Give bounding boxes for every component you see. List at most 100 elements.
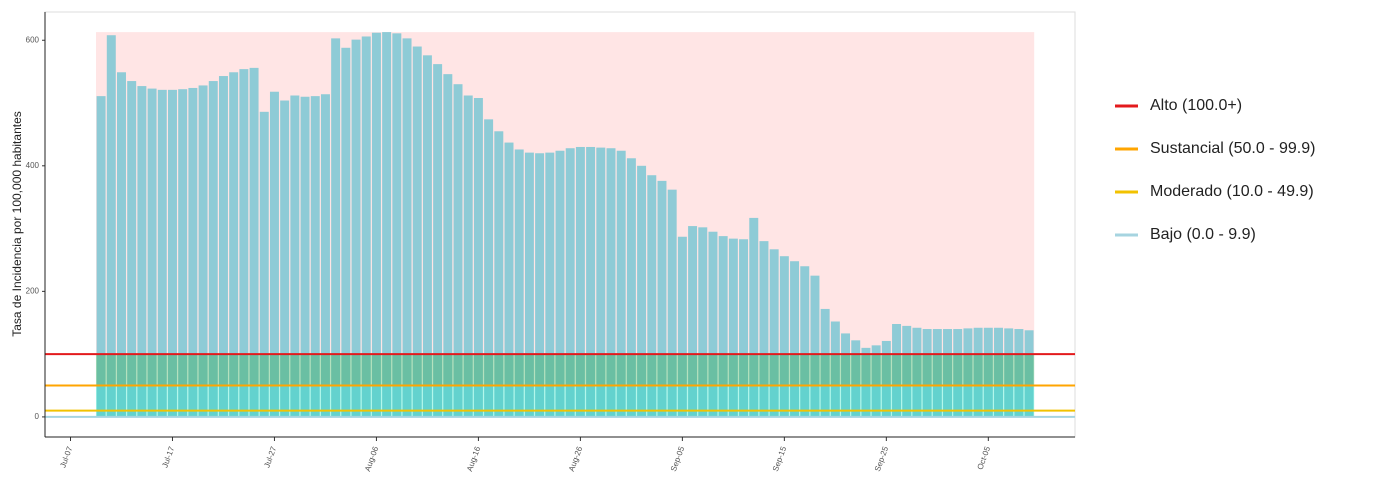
bar xyxy=(300,96,310,417)
bar xyxy=(790,261,800,417)
bar xyxy=(157,89,167,417)
bar xyxy=(657,180,667,417)
bar xyxy=(259,111,269,417)
bar xyxy=(239,69,249,417)
x-tick-label: Sep-05 xyxy=(669,445,686,473)
bar xyxy=(147,88,157,417)
bar xyxy=(310,96,320,417)
bar xyxy=(402,38,412,417)
bar xyxy=(861,347,871,417)
bar xyxy=(504,142,514,417)
bar xyxy=(728,238,738,417)
bar xyxy=(932,329,942,417)
bar xyxy=(718,236,728,417)
bar xyxy=(892,324,902,417)
bar xyxy=(178,89,188,417)
bar xyxy=(514,149,524,417)
y-tick-label: 400 xyxy=(26,161,40,170)
bar xyxy=(565,148,575,417)
bar xyxy=(810,275,820,417)
bar xyxy=(361,36,371,417)
x-tick-label: Jul-17 xyxy=(160,445,176,469)
bar xyxy=(575,146,585,417)
bar xyxy=(708,231,718,417)
bar xyxy=(331,38,341,417)
legend-label: Sustancial (50.0 - 99.9) xyxy=(1150,140,1315,157)
x-tick-label: Aug-06 xyxy=(363,445,380,473)
bar xyxy=(106,35,116,417)
bar xyxy=(851,340,861,417)
bar xyxy=(841,333,851,417)
bar xyxy=(983,327,993,417)
bar xyxy=(769,249,779,417)
bar xyxy=(606,148,616,417)
bar xyxy=(422,55,432,417)
bar xyxy=(994,327,1004,417)
x-tick-label: Jul-27 xyxy=(262,445,278,469)
bar xyxy=(188,87,198,417)
legend-label: Alto (100.0+) xyxy=(1150,97,1242,114)
bar xyxy=(647,175,657,417)
bar xyxy=(830,321,840,417)
y-tick-label: 200 xyxy=(26,286,40,295)
bar xyxy=(739,239,749,417)
bar xyxy=(382,32,392,417)
x-tick-label: Oct-05 xyxy=(976,445,993,471)
bar xyxy=(616,150,626,417)
bar xyxy=(524,152,534,417)
bar xyxy=(473,98,483,417)
bar xyxy=(698,227,708,417)
bar xyxy=(586,146,596,417)
bar xyxy=(494,131,504,417)
bar xyxy=(290,95,300,417)
bar xyxy=(371,32,381,417)
bar xyxy=(341,47,351,417)
bar xyxy=(902,325,912,417)
bar xyxy=(96,96,106,417)
bar xyxy=(800,266,810,417)
x-tick-label: Sep-15 xyxy=(771,445,788,473)
bar xyxy=(688,226,698,417)
bar xyxy=(320,94,330,417)
bar xyxy=(208,81,218,417)
bar xyxy=(820,308,830,417)
x-tick-label: Sep-25 xyxy=(873,445,890,473)
bar xyxy=(1014,329,1024,417)
y-axis-title: Tasa de Incidencia por 100,000 habitante… xyxy=(10,111,24,337)
bar xyxy=(433,64,443,417)
bar xyxy=(1024,330,1034,417)
bar xyxy=(198,85,208,417)
bar xyxy=(484,119,494,417)
bar xyxy=(127,81,137,417)
bar xyxy=(280,100,290,417)
bar xyxy=(626,158,636,417)
bar xyxy=(973,327,983,417)
bar xyxy=(779,256,789,417)
bar xyxy=(943,329,953,417)
bar xyxy=(555,150,565,417)
bar xyxy=(351,39,361,417)
bar xyxy=(167,89,177,417)
bar xyxy=(759,241,769,417)
bar xyxy=(545,152,555,417)
bar xyxy=(116,72,126,417)
y-tick-label: 600 xyxy=(26,35,40,44)
bar xyxy=(667,189,677,417)
bar xyxy=(535,153,545,417)
bar xyxy=(269,91,279,417)
risk-band xyxy=(95,385,1035,417)
bar xyxy=(953,329,963,417)
bar xyxy=(443,74,453,417)
bar xyxy=(596,147,606,417)
bar xyxy=(749,217,759,417)
x-tick-label: Aug-26 xyxy=(567,445,584,473)
bar xyxy=(963,328,973,417)
bar xyxy=(922,329,932,417)
bar xyxy=(1004,328,1014,417)
x-tick-label: Jul-07 xyxy=(58,445,74,469)
bar xyxy=(412,46,422,417)
y-tick-label: 0 xyxy=(35,412,40,421)
bar xyxy=(881,340,891,417)
bar xyxy=(463,95,473,417)
